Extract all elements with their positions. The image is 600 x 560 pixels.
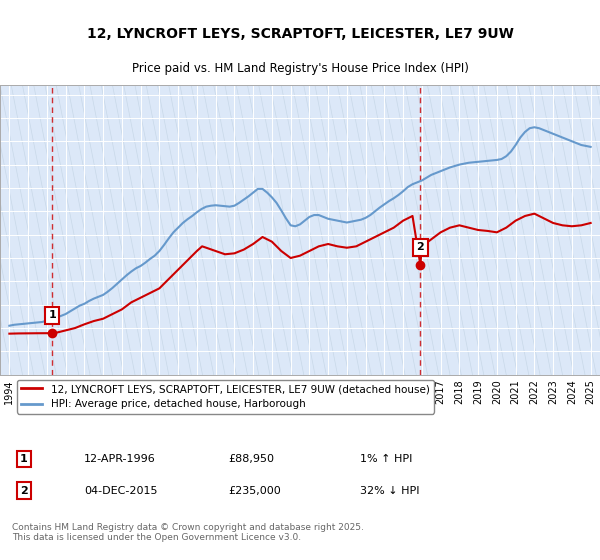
Text: 04-DEC-2015: 04-DEC-2015 <box>84 486 157 496</box>
Text: 1: 1 <box>48 310 56 320</box>
Legend: 12, LYNCROFT LEYS, SCRAPTOFT, LEICESTER, LE7 9UW (detached house), HPI: Average : 12, LYNCROFT LEYS, SCRAPTOFT, LEICESTER,… <box>17 380 434 413</box>
Text: Price paid vs. HM Land Registry's House Price Index (HPI): Price paid vs. HM Land Registry's House … <box>131 62 469 74</box>
Text: Contains HM Land Registry data © Crown copyright and database right 2025.
This d: Contains HM Land Registry data © Crown c… <box>12 523 364 543</box>
Text: £235,000: £235,000 <box>228 486 281 496</box>
Text: 32% ↓ HPI: 32% ↓ HPI <box>360 486 419 496</box>
Text: £88,950: £88,950 <box>228 454 274 464</box>
Text: 2: 2 <box>20 486 28 496</box>
Text: 12, LYNCROFT LEYS, SCRAPTOFT, LEICESTER, LE7 9UW: 12, LYNCROFT LEYS, SCRAPTOFT, LEICESTER,… <box>86 27 514 41</box>
Text: 1% ↑ HPI: 1% ↑ HPI <box>360 454 412 464</box>
Text: 1: 1 <box>20 454 28 464</box>
Text: 2: 2 <box>416 242 424 252</box>
Text: 12-APR-1996: 12-APR-1996 <box>84 454 156 464</box>
